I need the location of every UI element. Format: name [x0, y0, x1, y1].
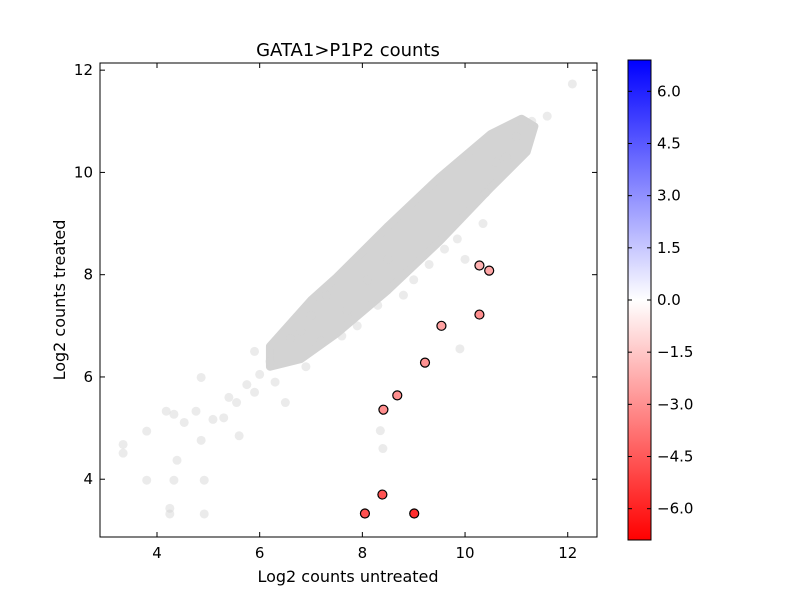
colorbar-tick-label: 3.0 — [657, 187, 681, 205]
highlighted-point — [409, 508, 420, 519]
background-point — [232, 398, 242, 408]
background-point — [270, 377, 280, 387]
x-axis: 4 6 8 10 12 — [152, 63, 577, 562]
colorbar-tick-label: 0.0 — [657, 291, 681, 309]
background-point — [208, 414, 218, 424]
background-point — [542, 111, 552, 121]
background-point — [118, 448, 128, 458]
background-point — [301, 362, 311, 372]
y-tick-label: 10 — [74, 163, 93, 181]
plot-area — [118, 79, 577, 519]
background-point — [179, 417, 189, 427]
background-point — [424, 259, 434, 269]
background-point — [265, 357, 275, 367]
background-point — [219, 413, 229, 423]
highlighted-point — [474, 309, 485, 320]
background-point — [250, 387, 260, 397]
colorbar-tick-label: −1.5 — [657, 343, 693, 361]
background-point — [375, 426, 385, 436]
highlighted-point — [484, 265, 495, 276]
dense-point-cloud — [265, 114, 539, 371]
background-point — [250, 346, 260, 356]
background-point — [460, 254, 470, 264]
background-point — [280, 398, 290, 408]
highlighted-point — [419, 357, 431, 368]
x-axis-label: Log2 counts untreated — [257, 567, 438, 586]
y-tick-label: 12 — [74, 61, 93, 79]
background-point — [373, 300, 383, 310]
background-point — [199, 475, 209, 485]
background-point — [165, 503, 175, 513]
background-point — [224, 392, 234, 402]
background-point — [255, 369, 265, 379]
background-point — [567, 79, 577, 89]
colorbar-tick-label: −4.5 — [657, 448, 693, 466]
background-point — [165, 509, 175, 519]
background-point — [169, 475, 179, 485]
colorbar-tick-label: 1.5 — [657, 239, 681, 257]
background-point — [455, 344, 465, 354]
colorbar-tick-label: −6.0 — [657, 500, 693, 518]
colorbar-tick-label: 4.5 — [657, 134, 681, 152]
highlighted-point — [436, 320, 447, 331]
highlighted-point — [377, 489, 388, 500]
background-point — [478, 219, 488, 229]
background-point — [196, 372, 206, 382]
background-point — [296, 326, 306, 336]
y-axis: 4 6 8 10 12 — [74, 61, 597, 488]
background-point — [362, 275, 372, 285]
background-point — [481, 188, 491, 198]
x-tick-label: 6 — [255, 544, 265, 562]
background-point — [511, 132, 521, 142]
chart-title: GATA1>P1P2 counts — [256, 40, 440, 61]
y-tick-label: 8 — [83, 266, 93, 284]
background-point — [118, 439, 128, 449]
background-point — [199, 509, 209, 519]
highlighted-point — [359, 508, 371, 519]
colorbar-tick-label: −3.0 — [657, 395, 693, 413]
highlighted-point — [392, 390, 403, 401]
background-point — [142, 475, 152, 485]
background-point — [285, 334, 295, 344]
background-point — [452, 234, 462, 244]
background-point — [191, 406, 201, 416]
y-axis-label: Log2 counts treated — [50, 220, 69, 381]
background-point — [169, 409, 179, 419]
background-point — [501, 152, 511, 162]
y-tick-label: 6 — [83, 368, 93, 386]
background-point — [234, 431, 244, 441]
background-point — [409, 275, 419, 285]
background-point — [172, 455, 182, 465]
background-point — [161, 406, 171, 416]
background-point — [242, 380, 252, 390]
background-point — [383, 254, 393, 264]
background-point — [378, 444, 388, 454]
background-point — [491, 157, 501, 167]
x-tick-label: 8 — [358, 544, 368, 562]
colorbar-ticks: 6.0 4.5 3.0 1.5 0.0 −1.5 −3.0 −4.5 −6.0 — [628, 82, 693, 518]
background-point — [306, 311, 316, 321]
background-point — [316, 336, 326, 346]
highlighted-point — [474, 260, 485, 271]
x-tick-label: 10 — [456, 544, 475, 562]
background-point — [352, 321, 362, 331]
background-point — [321, 290, 331, 300]
y-tick-label: 4 — [83, 470, 93, 488]
x-tick-label: 4 — [152, 544, 162, 562]
background-point — [342, 305, 352, 315]
background-point — [527, 116, 537, 126]
background-point — [337, 331, 347, 341]
x-tick-label: 12 — [558, 544, 577, 562]
background-point — [196, 435, 206, 445]
colorbar-tick-label: 6.0 — [657, 82, 681, 100]
background-point — [440, 244, 450, 254]
highlighted-point — [378, 404, 389, 415]
background-point — [142, 426, 152, 436]
plot-frame — [99, 62, 598, 538]
background-point — [398, 290, 408, 300]
